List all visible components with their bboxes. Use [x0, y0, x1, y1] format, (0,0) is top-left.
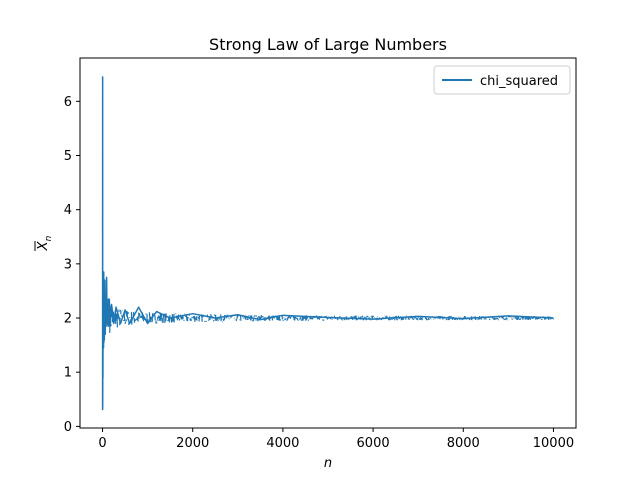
x-tick-label-4000: 4000 — [266, 436, 299, 451]
x-tick-label-2000: 2000 — [176, 436, 209, 451]
y-axis-label: Xn — [34, 235, 54, 251]
y-axis-label-subscript: n — [44, 235, 54, 241]
y-tick-label-0: 0 — [64, 420, 72, 435]
legend-label-chi_squared: chi_squared — [480, 74, 558, 89]
y-tick-label-6: 6 — [64, 95, 72, 110]
y-tick-label-4: 4 — [64, 203, 72, 218]
y-tick-label-5: 5 — [64, 149, 72, 164]
x-axis-label: n — [324, 456, 332, 471]
x-axis: 0 2000 4000 6000 8000 10000 — [98, 428, 574, 451]
x-tick-label-10000: 10000 — [533, 436, 574, 451]
series-noise-path-chi_squared — [109, 305, 554, 333]
y-tick-label-1: 1 — [64, 366, 72, 381]
legend-box — [433, 65, 571, 95]
chart-title: Strong Law of Large Numbers — [209, 35, 447, 54]
x-tick-label-0: 0 — [98, 436, 106, 451]
series-layer — [101, 76, 554, 411]
series-noise-chi_squared — [109, 305, 554, 333]
series-line-chi_squared — [101, 76, 554, 411]
y-axis-label-text: Xn — [36, 235, 54, 251]
x-tick-label-8000: 8000 — [447, 436, 480, 451]
y-tick-label-3: 3 — [64, 257, 72, 272]
x-tick-label-6000: 6000 — [357, 436, 390, 451]
plot-area — [79, 57, 577, 429]
legend: chi_squared — [433, 65, 571, 95]
y-axis: 0 1 2 3 4 5 6 — [64, 95, 80, 435]
y-axis-label-base: X — [36, 240, 51, 251]
y-tick-label-2: 2 — [64, 312, 72, 327]
axes-frame — [79, 57, 577, 429]
